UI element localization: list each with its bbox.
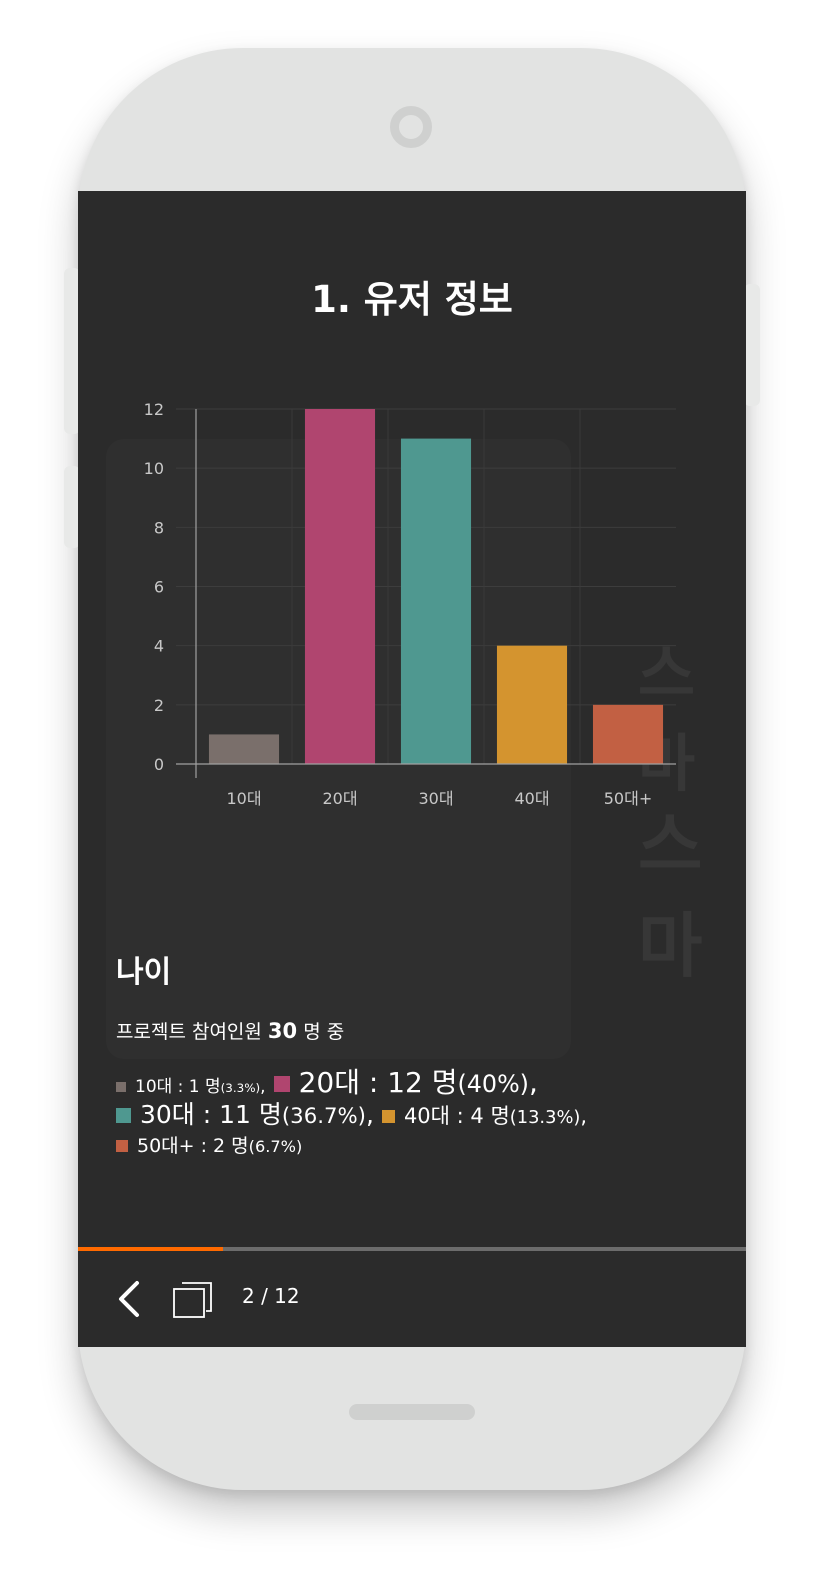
legend-percent: (13.3%) (509, 1107, 581, 1128)
home-speaker-slot (349, 1404, 475, 1420)
bar-0 (208, 734, 280, 764)
y-tick-label: 8 (154, 518, 164, 537)
legend-item-30s: 30대 : 11 명 (36.7%), (116, 1095, 374, 1131)
x-tick-label: 40대 (514, 789, 549, 808)
bottom-toolbar: 2 / 12 (78, 1251, 746, 1347)
front-camera (390, 106, 432, 148)
legend-sep: , (528, 1066, 538, 1099)
x-tick-label: 20대 (322, 789, 357, 808)
side-button (64, 466, 80, 548)
legend-swatch (116, 1082, 126, 1092)
y-tick-label: 4 (154, 637, 164, 656)
x-tick-label: 30대 (418, 789, 453, 808)
legend-sep: , (365, 1100, 374, 1129)
y-tick-label: 12 (144, 400, 164, 419)
slide-title: 1. 유저 정보 (311, 278, 513, 321)
y-tick-label: 10 (144, 459, 164, 478)
page-counter: 2 / 12 (242, 1284, 300, 1308)
power-button (744, 284, 760, 406)
bar-4 (592, 704, 664, 764)
age-legend: 10대 : 1 명 (3.3%), 20대 : 12 명 (40%), 30대 … (116, 1061, 716, 1163)
legend-item-40s: 40대 : 4 명 (13.3%), (381, 1100, 588, 1130)
legend-percent: (3.3%) (220, 1081, 261, 1095)
legend-swatch (381, 1110, 395, 1123)
legend-swatch (116, 1108, 131, 1123)
participant-summary: 프로젝트 참여인원 30 명 중 (116, 1017, 344, 1044)
bar-1 (304, 409, 376, 764)
x-tick-label: 10대 (226, 789, 261, 808)
summary-count: 30 (267, 1019, 298, 1043)
age-bar-chart: 0 2 4 6 8 10 12 10대 20대 30대 40대 50대+ (144, 400, 676, 808)
legend-sep: , (580, 1104, 588, 1128)
legend-percent: (40%) (457, 1070, 529, 1098)
chevron-left-icon[interactable] (116, 1279, 142, 1319)
background-watermark: 스마 (638, 804, 703, 987)
app-screen: 스마 스마 1. 유저 정보 0 2 4 6 8 10 12 10대 20대 30대 40대 50대+… (78, 191, 746, 1347)
legend-label: 10대 : 1 명 (135, 1077, 221, 1097)
stacked-pages-icon[interactable] (170, 1277, 216, 1321)
legend-item-10s: 10대 : 1 명 (3.3%), (116, 1072, 266, 1097)
y-tick-label: 0 (154, 755, 164, 774)
summary-suffix: 명 중 (297, 1021, 345, 1043)
legend-percent: (6.7%) (248, 1137, 303, 1156)
legend-label: 20대 : 12 명 (298, 1066, 458, 1099)
legend-item-20s: 20대 : 12 명 (40%), (273, 1061, 538, 1101)
y-tick-label: 2 (154, 696, 164, 715)
legend-label: 50대+ : 2 명 (137, 1135, 249, 1157)
slide-progress-bar (78, 1247, 746, 1251)
legend-swatch (273, 1076, 290, 1092)
volume-button (64, 268, 80, 434)
bar-2 (400, 438, 472, 764)
legend-label: 40대 : 4 명 (403, 1104, 510, 1128)
x-tick-label: 50대+ (604, 789, 653, 808)
legend-percent: (36.7%) (281, 1104, 366, 1129)
legend-swatch (116, 1140, 128, 1152)
y-tick-label: 6 (154, 578, 164, 597)
summary-prefix: 프로젝트 참여인원 (116, 1021, 268, 1043)
slide-progress-fill (78, 1247, 223, 1251)
bar-3 (496, 645, 568, 764)
section-title: 나이 (116, 955, 172, 990)
legend-sep: , (260, 1077, 266, 1097)
background-watermark: 스마 (638, 637, 696, 800)
legend-label: 30대 : 11 명 (140, 1100, 282, 1129)
legend-item-50s: 50대+ : 2 명 (6.7%) (116, 1131, 302, 1158)
